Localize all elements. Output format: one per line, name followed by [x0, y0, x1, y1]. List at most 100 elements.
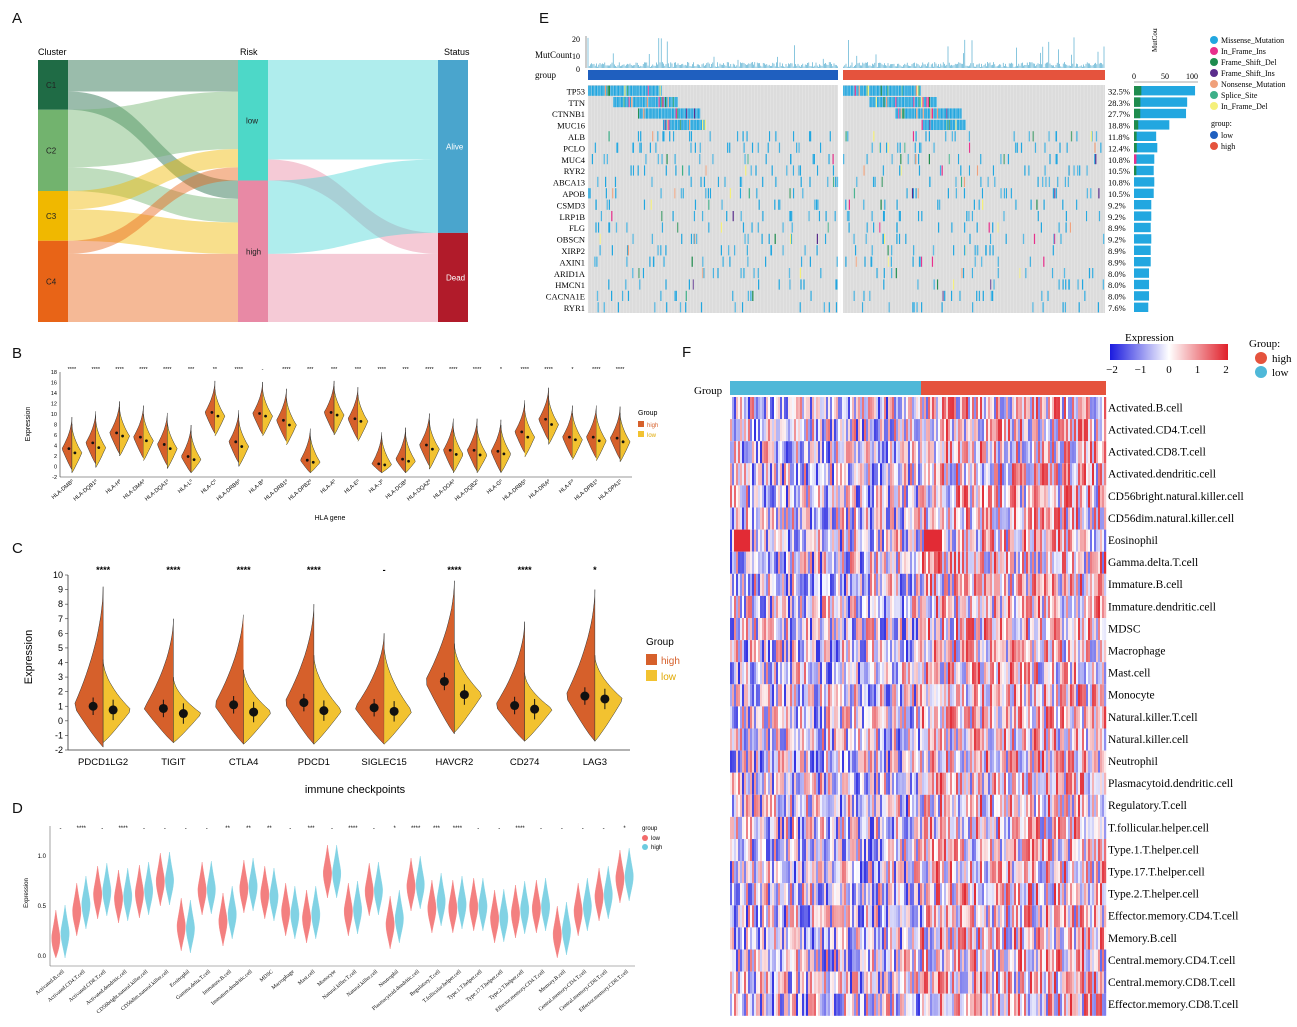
mutation-cell	[639, 142, 641, 153]
mutation-cell	[912, 131, 915, 142]
mutation-cell	[950, 108, 952, 119]
mutation-cell	[595, 199, 597, 210]
mutation-cell	[973, 199, 975, 210]
mutation-cell	[852, 85, 854, 96]
mutation-cell	[828, 302, 830, 313]
b-violin-high-HLA-DRB1	[276, 388, 287, 442]
sankey-node-label-dead: Dead	[446, 273, 465, 282]
mutation-cell	[1016, 142, 1018, 153]
mutation-cell	[955, 108, 957, 119]
mutation-cell	[694, 199, 697, 210]
mutation-cell	[641, 85, 643, 96]
gene-label-PCLO: PCLO	[563, 143, 585, 153]
b-violin-high-HLA-DQA1	[157, 412, 168, 466]
mutation-cell	[625, 279, 627, 290]
b-violin-low-HLA-E	[357, 394, 369, 442]
mutation-cell	[988, 222, 990, 233]
gene-percent-RYR1: 7.6%	[1108, 303, 1126, 313]
mutation-cell	[883, 268, 885, 279]
axis-risk-label: Risk	[240, 47, 258, 57]
mutation-cell	[933, 119, 935, 130]
mutation-cell	[957, 108, 959, 119]
mutation-cell	[605, 188, 607, 199]
mutation-cell	[732, 290, 734, 301]
mutation-cell	[958, 119, 960, 130]
mutation-cell	[612, 85, 614, 96]
mutation-cell	[647, 108, 649, 119]
mutation-cell	[836, 256, 838, 267]
gene-label-OBSCN: OBSCN	[557, 235, 585, 245]
mutation-cell	[850, 85, 852, 96]
b-median-high-HLA-C	[210, 411, 214, 414]
mutation-cell	[1066, 142, 1068, 153]
mutation-cell	[980, 176, 982, 187]
mutation-cell	[946, 108, 948, 119]
b-xtick-HLA-DPA1: HLA-DPA1º	[597, 478, 623, 502]
mutation-cell	[899, 211, 901, 222]
mutation-cell	[712, 268, 714, 279]
b-median-high-HLA-B	[258, 412, 261, 415]
mutation-cell	[662, 131, 664, 142]
mutation-cell	[633, 97, 635, 108]
mutation-cell	[623, 97, 625, 108]
mutation-cell	[643, 108, 645, 119]
mutation-cell	[665, 108, 667, 119]
mutation-cell	[887, 245, 889, 256]
mutation-cell	[675, 165, 677, 176]
mutation-cell	[651, 233, 653, 244]
mutation-cell	[641, 97, 643, 108]
mutation-cell	[758, 279, 760, 290]
mutation-cell	[724, 176, 726, 187]
mutation-cell	[1053, 233, 1055, 244]
gene-label-AXIN1: AXIN1	[560, 257, 586, 267]
mutation-cell	[959, 108, 961, 119]
mutation-cell	[599, 245, 601, 256]
mutation-cell	[631, 97, 633, 108]
mutation-cell	[942, 119, 944, 130]
b-median-low-HLA-G	[502, 452, 506, 456]
mutation-cell	[933, 142, 935, 153]
gene-label-RYR1: RYR1	[564, 303, 585, 313]
mutation-cell	[816, 245, 818, 256]
b-median-low-HLA-DPB1	[597, 439, 601, 443]
mutation-cell	[632, 142, 634, 153]
gene-percent-RYR2: 10.5%	[1108, 166, 1130, 176]
mutation-cell	[614, 176, 617, 187]
mutation-cell	[1041, 290, 1043, 301]
mutation-cell	[670, 97, 672, 108]
b-signif-HLA-DRA: ****	[544, 367, 553, 373]
b-xtick-HLA-E: HLA-Eº	[343, 478, 361, 495]
gene-label-CTNNB1: CTNNB1	[552, 109, 585, 119]
mutation-cell	[700, 302, 703, 313]
mutation-cell	[653, 85, 655, 96]
mutation-cell	[879, 97, 881, 108]
mutation-cell	[663, 119, 665, 130]
mutation-cell	[905, 97, 907, 108]
mutation-cell	[663, 97, 665, 108]
b-median-high-HLA-L	[186, 455, 190, 458]
mutation-cell	[1068, 279, 1070, 290]
mutation-cell	[657, 245, 659, 256]
mutation-cell	[900, 108, 902, 119]
c-median-low-CTLA4	[249, 707, 259, 717]
mutation-cell	[882, 211, 885, 222]
mutation-cell	[985, 245, 987, 256]
mutation-cell	[686, 119, 688, 130]
mutation-cell	[720, 222, 723, 233]
mutation-cell	[751, 142, 754, 153]
mutation-cell	[879, 142, 881, 153]
b-ytick: 6	[54, 433, 57, 439]
sankey-node-alive	[438, 60, 468, 233]
mutation-cell	[603, 154, 605, 165]
mutation-cell	[846, 85, 849, 96]
mutation-cell	[923, 97, 925, 108]
mutation-cell	[917, 108, 919, 119]
c-median-low-TIGIT	[178, 709, 188, 719]
mutation-cell	[623, 85, 625, 96]
mutation-cell	[750, 290, 752, 301]
mutation-cell	[662, 108, 664, 119]
mutation-cell	[874, 176, 876, 187]
mutation-cell	[774, 233, 776, 244]
sankey-link-0-3	[68, 167, 238, 223]
mutation-cell	[937, 199, 939, 210]
